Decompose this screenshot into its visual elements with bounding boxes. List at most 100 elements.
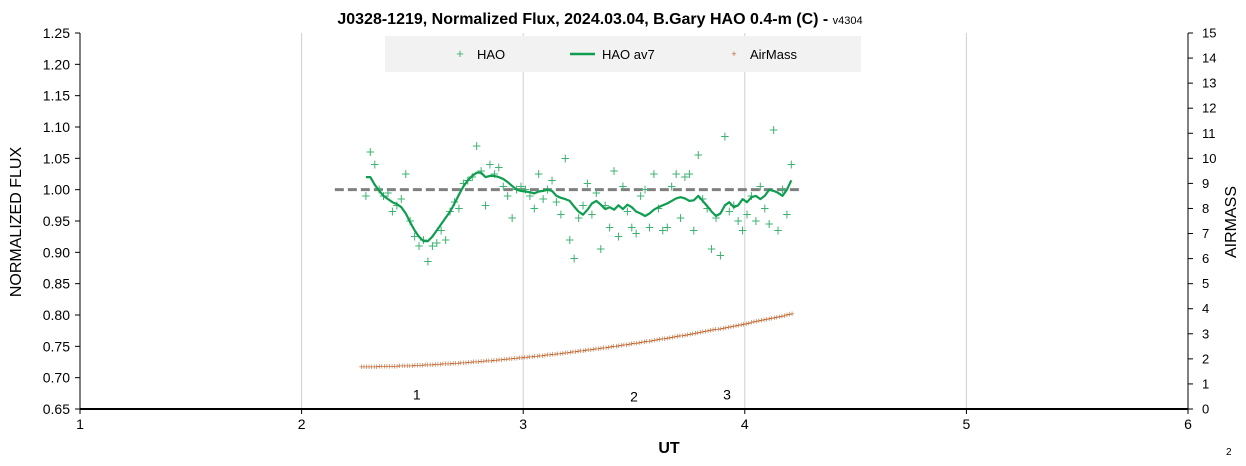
- hao-point: +: [436, 223, 446, 237]
- y-tick-label: 0.65: [43, 401, 70, 417]
- airmass-point: +: [394, 362, 400, 370]
- y2-tick-label: 6: [1202, 251, 1209, 266]
- airmass-point: +: [453, 359, 459, 367]
- airmass-point: +: [511, 355, 517, 363]
- airmass-point: +: [718, 325, 724, 333]
- airmass-point: +: [613, 342, 619, 350]
- hao-point: +: [733, 214, 743, 228]
- hao-point: +: [707, 242, 717, 256]
- airmass-point: +: [639, 339, 645, 347]
- hao-point: +: [769, 123, 779, 137]
- y-tick-labels: 0.65 0.70 0.75 0.80 0.85 0.90 0.95 1.00 1.05 1.10…: [43, 25, 70, 417]
- airmass-point: +: [463, 359, 469, 367]
- x-axis-label: UT: [658, 440, 680, 457]
- airmass-point: +: [384, 363, 390, 371]
- airmass-point: +: [646, 337, 652, 345]
- airmass-point: +: [746, 319, 752, 327]
- airmass-point: +: [402, 362, 408, 370]
- y-tick-label: 1.05: [43, 150, 70, 166]
- airmass-point: +: [657, 336, 663, 344]
- legend-airmass-label: AirMass: [750, 47, 797, 62]
- y2-tick-label: 9: [1202, 176, 1209, 191]
- airmass-point: +: [743, 320, 749, 328]
- airmass-point: +: [692, 329, 698, 337]
- airmass-point: +: [644, 338, 650, 346]
- airmass-point: +: [598, 345, 604, 353]
- airmass-point: +: [725, 323, 731, 331]
- hao-point: +: [529, 201, 539, 215]
- y-tick-label: 0.85: [43, 276, 70, 292]
- airmass-point: +: [776, 313, 782, 321]
- hao-point: +: [777, 183, 787, 197]
- hao-point: +: [387, 205, 397, 219]
- hao-point: +: [746, 189, 756, 203]
- airmass-point: +: [588, 346, 594, 354]
- airmass-point: +: [560, 349, 566, 357]
- airmass-point: +: [769, 314, 775, 322]
- hao-point: +: [715, 248, 725, 262]
- y2-tick-label: 0: [1202, 402, 1209, 417]
- hao-point: +: [698, 192, 708, 206]
- y-tick-label: 0.90: [43, 244, 70, 260]
- hao-point: +: [702, 201, 712, 215]
- y-axis-label: NORMALIZED FLUX: [8, 147, 25, 298]
- airmass-point: +: [690, 330, 696, 338]
- hao-point: +: [534, 167, 544, 181]
- hao-point: +: [476, 164, 486, 178]
- airmass-point: +: [557, 350, 563, 358]
- hao-point: +: [396, 192, 406, 206]
- hao-point: +: [427, 239, 437, 253]
- y2-tick-label: 13: [1202, 76, 1216, 91]
- hao-point: +: [472, 139, 482, 153]
- y-tick-label: 1.10: [43, 119, 70, 135]
- airmass-point: +: [606, 343, 612, 351]
- airmass-point: +: [509, 355, 515, 363]
- hao-point: +: [596, 242, 606, 256]
- hao-point: +: [578, 198, 588, 212]
- hao-point: +: [636, 189, 646, 203]
- hao-point: +: [507, 211, 517, 225]
- airmass-point: +: [674, 333, 680, 341]
- airmass-point: +: [748, 319, 754, 327]
- airmass-point: +: [649, 337, 655, 345]
- airmass-point: +: [787, 311, 793, 319]
- hao-point: +: [786, 158, 796, 172]
- grid-lines: [301, 33, 967, 409]
- airmass-point: +: [618, 342, 624, 350]
- y-tick-label: 1.00: [43, 182, 70, 198]
- airmass-point: +: [432, 361, 438, 369]
- airmass-point: +: [519, 354, 525, 362]
- airmass-point: +: [486, 357, 492, 365]
- airmass-point: +: [575, 348, 581, 356]
- airmass-point: +: [376, 363, 382, 371]
- airmass-point: +: [473, 358, 479, 366]
- legend-hao-av7-label: HAO av7: [602, 47, 655, 62]
- hao-point: +: [693, 148, 703, 162]
- y2-tick-label: 12: [1202, 101, 1216, 116]
- airmass-point: +: [700, 328, 706, 336]
- hao-point: +: [720, 129, 730, 143]
- hao-point: +: [551, 195, 561, 209]
- airmass-point: +: [603, 344, 609, 352]
- airmass-point: +: [481, 357, 487, 365]
- airmass-point: +: [662, 335, 668, 343]
- airmass-point: +: [583, 347, 589, 355]
- hao-point: +: [423, 255, 433, 269]
- hao-point: +: [547, 173, 557, 187]
- airmass-point: +: [364, 363, 370, 371]
- x-tick-label: 5: [963, 416, 971, 432]
- airmass-point: +: [695, 329, 701, 337]
- airmass-point: +: [506, 355, 512, 363]
- airmass-point: +: [399, 362, 405, 370]
- airmass-point: +: [710, 326, 716, 334]
- hao-point: +: [729, 198, 739, 212]
- hao-point: +: [667, 180, 677, 194]
- hao-point: +: [498, 180, 508, 194]
- airmass-point: +: [580, 347, 586, 355]
- hao-point: +: [782, 208, 792, 222]
- airmass-point: +: [782, 312, 788, 320]
- hao-point: +: [662, 220, 672, 234]
- hao-point: +: [485, 158, 495, 172]
- airmass-point: +: [369, 363, 375, 371]
- hao-point: +: [760, 201, 770, 215]
